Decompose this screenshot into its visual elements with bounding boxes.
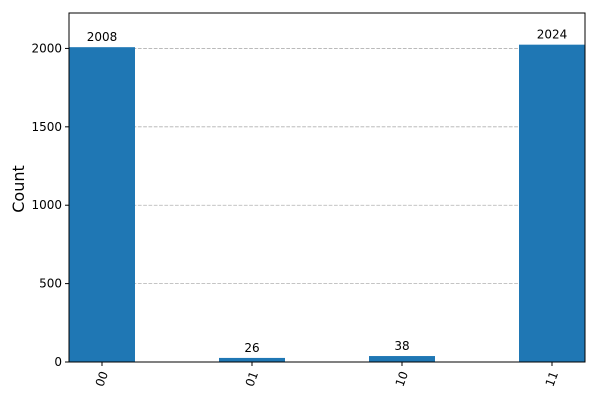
y-tick-label: 0 [54, 355, 62, 369]
grid-layer [69, 48, 585, 363]
bar-00 [69, 47, 135, 362]
y-axis-title: Count [9, 165, 28, 213]
bar-11 [519, 44, 585, 363]
plot-frame [68, 12, 586, 363]
x-tick-label: 11 [543, 369, 561, 388]
data-label: 26 [244, 341, 259, 355]
bar-01 [219, 357, 285, 362]
y-tick-label: 2000 [31, 41, 62, 55]
x-tick-label: 00 [93, 369, 111, 388]
data-label: 2008 [87, 30, 118, 44]
data-label: 38 [394, 339, 409, 353]
x-tick-label: 01 [243, 369, 261, 388]
data-label: 2024 [537, 28, 568, 42]
axes-layer: 0 500 1000 1500 2000 00 01 10 11 [31, 12, 586, 389]
y-tick-label: 500 [39, 277, 62, 291]
bar-10 [369, 356, 435, 362]
data-labels-layer: 2008 26 38 2024 [87, 28, 568, 355]
bars-layer [69, 44, 585, 363]
y-tick-label: 1000 [31, 198, 62, 212]
x-tick-label: 10 [393, 369, 411, 388]
y-tick-label: 1500 [31, 120, 62, 134]
